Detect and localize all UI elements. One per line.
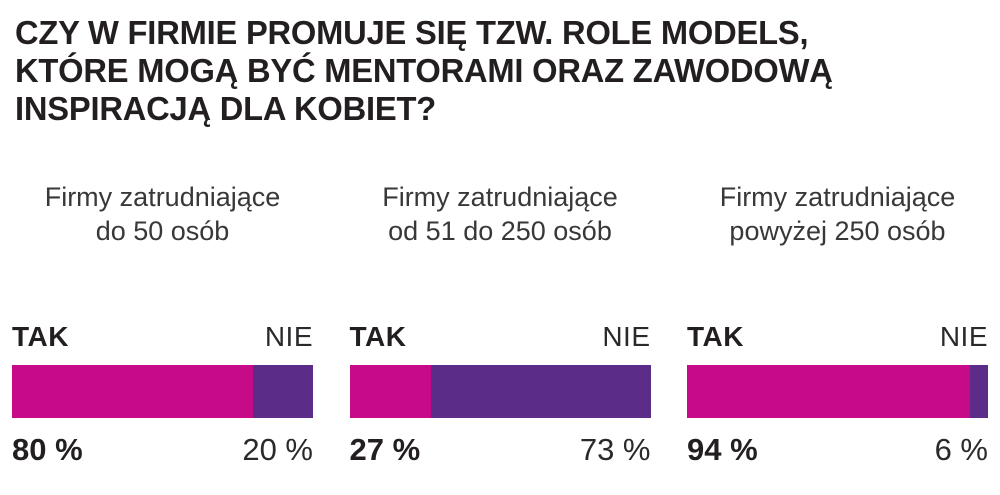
chart-column-small-companies: Firmy zatrudniające do 50 osób TAK NIE 8…: [12, 180, 313, 466]
yes-value: 80 %: [12, 432, 83, 467]
bar-segment-yes: [687, 365, 970, 418]
bar-segment-yes: [12, 365, 253, 418]
title-line-3: INSPIRACJĄ DLA KOBIET?: [15, 90, 436, 127]
yes-label: TAK: [12, 321, 69, 352]
subtitle-line-1: Firmy zatrudniające: [44, 182, 281, 212]
yes-value: 94 %: [687, 432, 758, 467]
answer-labels-row: TAK NIE: [12, 322, 313, 352]
bar-segment-no: [430, 365, 651, 418]
bar-segment-no: [969, 365, 988, 418]
subtitle-line-1: Firmy zatrudniające: [382, 182, 618, 212]
answer-labels-row: TAK NIE: [350, 322, 651, 352]
no-label: NIE: [264, 321, 313, 352]
yes-value: 27 %: [349, 432, 421, 467]
bar-segment-yes: [349, 365, 431, 418]
column-subtitle: Firmy zatrudniające od 51 do 250 osób: [350, 180, 651, 248]
subtitle-line-2: od 51 do 250 osób: [388, 216, 612, 246]
page-title: CZY W FIRMIE PROMUJE SIĘ TZW. ROLE MODEL…: [15, 14, 1000, 128]
answer-labels-row: TAK NIE: [687, 322, 988, 352]
stacked-bar: [12, 365, 313, 418]
values-row: 80 % 20 %: [12, 434, 313, 466]
column-subtitle: Firmy zatrudniające do 50 osób: [12, 180, 313, 248]
no-value: 73 %: [579, 432, 651, 467]
subtitle-line-2: powyżej 250 osób: [729, 216, 946, 246]
chart-column-medium-companies: Firmy zatrudniające od 51 do 250 osób TA…: [349, 180, 651, 466]
bar-segment-no: [252, 365, 313, 418]
chart-column-large-companies: Firmy zatrudniające powyżej 250 osób TAK…: [687, 180, 988, 466]
no-label: NIE: [602, 321, 651, 352]
no-label: NIE: [939, 321, 988, 352]
stacked-bar: [687, 365, 988, 418]
no-value: 20 %: [242, 432, 313, 467]
yes-label: TAK: [349, 321, 407, 352]
stacked-bar: [349, 365, 651, 418]
subtitle-line-2: do 50 osób: [95, 216, 230, 246]
values-row: 27 % 73 %: [350, 434, 651, 466]
values-row: 94 % 6 %: [687, 434, 988, 466]
no-value: 6 %: [934, 432, 988, 467]
column-subtitle: Firmy zatrudniające powyżej 250 osób: [687, 180, 988, 248]
subtitle-line-1: Firmy zatrudniające: [719, 182, 956, 212]
yes-label: TAK: [687, 321, 744, 352]
title-line-2: KTÓRE MOGĄ BYĆ MENTORAMI ORAZ ZAWODOWĄ: [15, 52, 833, 89]
infographic-page: CZY W FIRMIE PROMUJE SIĘ TZW. ROLE MODEL…: [0, 14, 1000, 495]
chart-columns: Firmy zatrudniające do 50 osób TAK NIE 8…: [0, 180, 1000, 466]
title-line-1: CZY W FIRMIE PROMUJE SIĘ TZW. ROLE MODEL…: [15, 14, 809, 51]
